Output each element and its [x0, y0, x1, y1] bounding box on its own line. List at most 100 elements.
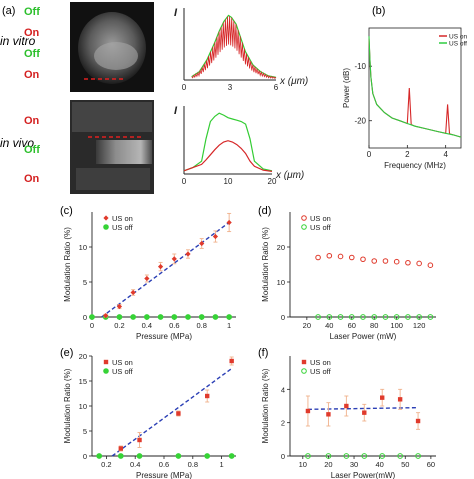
e-xtick-2: 0.6 — [159, 460, 169, 469]
c-off-point-0 — [89, 314, 95, 320]
e-fit-line — [111, 367, 233, 457]
c-legend-marker-1 — [103, 224, 109, 230]
f-xtick-0: 10 — [299, 460, 307, 469]
f-legend-label-0: US on — [310, 358, 331, 367]
c-on-point-4 — [157, 264, 164, 270]
c-xtick-5: 1 — [227, 321, 231, 330]
c-ytick-2: 10 — [79, 243, 87, 252]
a-vivo-profile-ylabel: I — [174, 105, 178, 117]
e-xtick-0: 0.2 — [101, 460, 111, 469]
a-vivo-profile-xlabel: x (μm) — [275, 170, 304, 181]
d-off-point-6 — [382, 314, 389, 320]
spectrum-plot: -10 -20 0 2 4 Frequency (MHz) Power (dB) US onU… — [342, 27, 467, 170]
d-on-point-2 — [337, 253, 344, 260]
b-xtick-0: 0 — [367, 150, 372, 159]
d-ytick-1: 10 — [277, 278, 285, 287]
in-vitro-micrograph — [70, 2, 154, 92]
b-legend-label-0: US on — [449, 34, 467, 41]
b-xtick-1: 2 — [405, 150, 410, 159]
e-on-point-4 — [229, 358, 234, 364]
vitro-state-2: On — [24, 27, 40, 39]
f-ytick-0: 0 — [281, 452, 285, 461]
c-ylabel: Modulation Ratio (%) — [63, 227, 72, 302]
d-on-point-5 — [371, 258, 378, 264]
panel-d-label: (d) — [258, 205, 271, 217]
d-xtick-3: 80 — [370, 321, 378, 330]
f-legend-label-1: US off — [310, 367, 332, 376]
e-off-point-1 — [117, 453, 124, 459]
d-off-point-4 — [360, 314, 366, 320]
panel-b-label: (b) — [372, 5, 385, 17]
b-ytick-0: -10 — [354, 62, 366, 71]
f-on-point-3 — [362, 410, 367, 415]
d-legend-marker-1 — [301, 224, 307, 230]
d-off-point-9 — [416, 314, 423, 320]
f-xtick-2: 30 — [350, 460, 358, 469]
c-legend-label-0: US on — [112, 214, 133, 223]
f-on-point-5 — [397, 397, 403, 402]
e-ytick-4: 20 — [79, 352, 87, 361]
d-legend-label-1: US off — [310, 223, 332, 232]
e-xlabel: Pressure (MPa) — [136, 471, 192, 479]
c-on-point-5 — [171, 256, 177, 262]
a-vitro-profile-xtick-0: 0 — [182, 83, 187, 92]
a-vitro-profile-series-0 — [191, 14, 277, 78]
c-on-point-8 — [212, 233, 219, 240]
laserpower-invitro-plot: 20 40 60 80 100 120 0 10 20 Laser Power (mW) Modul… — [261, 212, 436, 341]
e-off-point-3 — [175, 453, 182, 459]
d-ytick-2: 20 — [277, 243, 285, 252]
a-vitro-profile-modulated-trace — [191, 16, 277, 80]
d-off-point-0 — [315, 314, 321, 320]
c-fit-line — [101, 219, 233, 318]
a-vivo-profile-series-0 — [183, 112, 273, 172]
e-ytick-1: 5 — [83, 427, 87, 436]
c-ytick-1: 5 — [83, 278, 87, 287]
e-off-point-2 — [136, 453, 143, 459]
d-legend-marker-0 — [301, 215, 307, 221]
d-on-point-9 — [416, 260, 422, 267]
c-off-point-4 — [143, 314, 150, 320]
a-vivo-profile-xtick-1: 10 — [224, 177, 233, 186]
f-xlabel: Laser Power(mW) — [331, 471, 396, 479]
panel-c-label: (c) — [60, 205, 73, 217]
d-off-point-5 — [371, 314, 378, 320]
f-on-point-1 — [326, 412, 331, 417]
f-ylabel: Modulation Ratio (%) — [261, 368, 270, 443]
f-xtick-1: 20 — [324, 460, 332, 469]
c-xtick-1: 0.2 — [114, 321, 124, 330]
e-legend-label-1: US off — [112, 367, 134, 376]
vivo-state-3: On — [24, 173, 40, 185]
panel-a-label: (a) — [2, 5, 15, 17]
vitro-state-1: Off — [24, 6, 40, 18]
e-legend-marker-1 — [103, 368, 109, 374]
c-on-point-0 — [103, 313, 109, 319]
c-xtick-2: 0.4 — [142, 321, 152, 330]
d-on-point-7 — [393, 258, 400, 265]
laserpower-invivo-plot: 10 20 30 40 50 60 0 2 4 Laser Power(mW) Modulation… — [261, 356, 436, 479]
in-vivo-micrograph — [70, 100, 154, 194]
d-on-point-8 — [405, 259, 411, 266]
d-on-point-4 — [360, 256, 366, 263]
d-on-point-10 — [427, 262, 434, 269]
d-off-point-3 — [348, 314, 355, 320]
in-vivo-label: in vivo — [0, 136, 34, 150]
b-series-1 — [368, 36, 462, 138]
a-vitro-profile-xtick-2: 6 — [274, 83, 279, 92]
a-vitro-profile-xlabel: x (μm) — [279, 76, 308, 87]
d-on-point-0 — [315, 254, 321, 261]
e-ytick-0: 0 — [83, 452, 87, 461]
b-ytick-1: -20 — [354, 117, 366, 126]
c-legend-marker-0 — [103, 215, 109, 221]
c-on-point-6 — [185, 251, 191, 257]
c-xtick-3: 0.6 — [169, 321, 179, 330]
f-legend-marker-0 — [301, 359, 307, 365]
d-off-point-1 — [326, 314, 333, 320]
d-ytick-0: 0 — [281, 313, 285, 322]
vitro-state-4: On — [24, 69, 40, 81]
e-off-point-0 — [96, 453, 103, 459]
e-off-point-5 — [228, 453, 235, 459]
b-legend-label-1: US off — [449, 41, 467, 48]
vitro-state-3: Off — [24, 48, 40, 60]
